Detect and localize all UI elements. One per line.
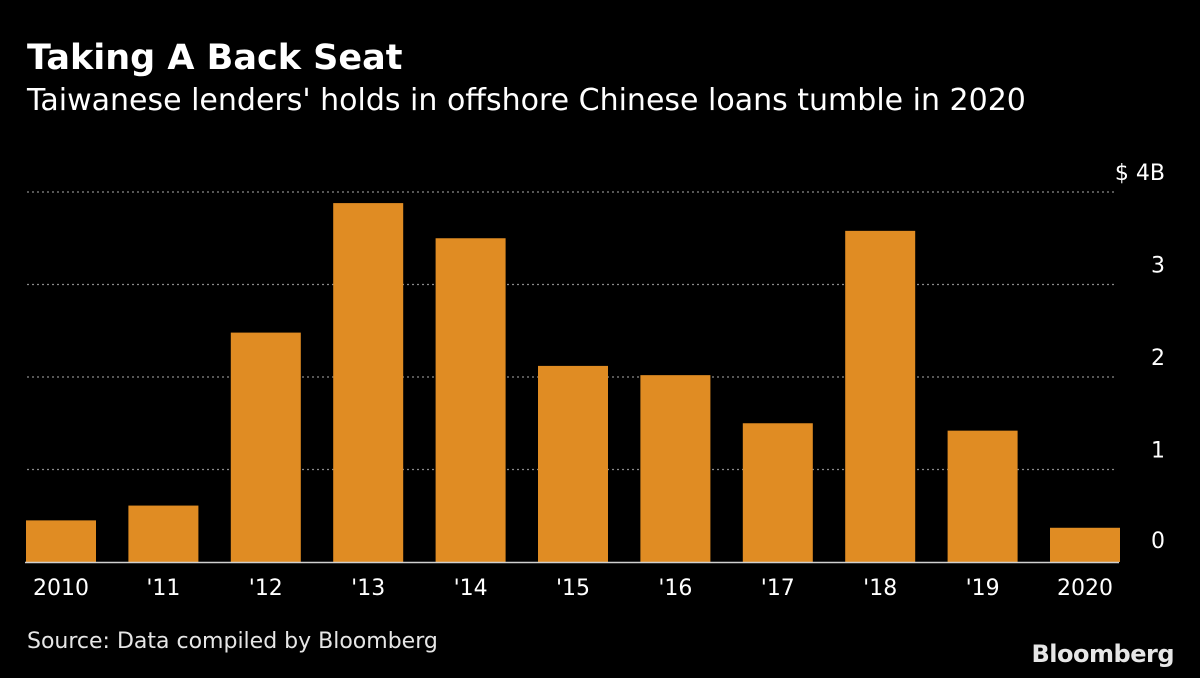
bar xyxy=(230,332,301,562)
bar xyxy=(845,230,916,562)
bar xyxy=(128,505,199,562)
x-tick-label: '17 xyxy=(761,576,795,601)
bar xyxy=(26,520,96,562)
bar xyxy=(333,203,404,562)
source-note: Source: Data compiled by Bloomberg xyxy=(27,629,438,654)
x-tick-label: '12 xyxy=(249,576,283,601)
x-tick-label: '13 xyxy=(351,576,385,601)
x-tick-label: '19 xyxy=(966,576,1000,601)
y-tick-label: 0 xyxy=(1151,529,1165,554)
x-tick-label: '16 xyxy=(658,576,692,601)
bars xyxy=(26,203,1120,562)
bar xyxy=(538,365,608,562)
y-tick-label: $ 4B xyxy=(1115,161,1165,186)
x-tick-label: '15 xyxy=(556,576,590,601)
bar xyxy=(742,423,813,562)
y-axis-tick-labels: 0 1 2 3 $ 4B xyxy=(1115,161,1165,554)
y-tick-label: 1 xyxy=(1151,439,1165,464)
x-tick-label: 2020 xyxy=(1057,576,1113,601)
bar xyxy=(947,430,1018,562)
x-tick-label: '18 xyxy=(863,576,897,601)
chart-title: Taking A Back Seat xyxy=(27,38,403,78)
bloomberg-logo: Bloomberg xyxy=(1031,640,1175,668)
x-tick-label: '11 xyxy=(146,576,180,601)
y-tick-label: 3 xyxy=(1151,254,1165,279)
y-tick-label: 2 xyxy=(1151,346,1165,371)
bar xyxy=(640,375,711,562)
bar xyxy=(1050,527,1120,562)
bar xyxy=(435,238,506,562)
x-axis-tick-labels: 2010 '11 '12 '13 '14 '15 '16 '17 '18 '19 2020 xyxy=(33,576,1113,601)
x-tick-label: '14 xyxy=(454,576,488,601)
x-tick-label: 2010 xyxy=(33,576,89,601)
chart-subtitle: Taiwanese lenders' holds in offshore Chi… xyxy=(27,83,1026,118)
